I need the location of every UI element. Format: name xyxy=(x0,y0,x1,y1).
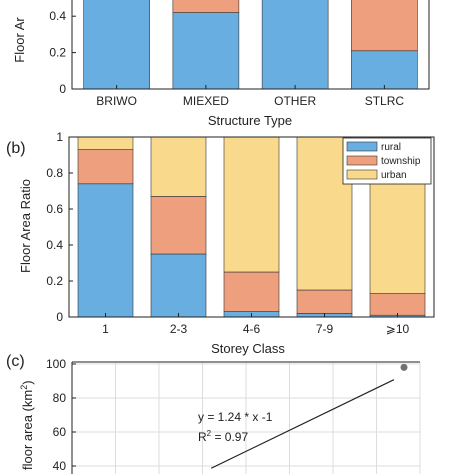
y-tick-label: 40 xyxy=(53,459,67,473)
legend-swatch-township xyxy=(346,155,378,166)
panel-b-y-axis-label: Floor Area Ratio xyxy=(18,179,33,273)
panel-c-y-ticks: 40 60 80 100 xyxy=(46,357,76,473)
panel-b-label: (b) xyxy=(6,140,26,157)
y-tick-label: 0.6 xyxy=(46,202,63,216)
bar-township-3 xyxy=(296,289,353,314)
panel-c-fit-line xyxy=(210,379,395,469)
panel-a-x-ticks: BRIWO MIEXED OTHER STLRC xyxy=(96,85,404,108)
x-tick-label: 1 xyxy=(102,322,109,336)
y-tick-label: 0.2 xyxy=(49,46,66,60)
bar-rural-1 xyxy=(150,253,207,318)
y-tick-label: 0.8 xyxy=(46,166,63,180)
bar-rural-0 xyxy=(77,183,134,318)
legend-label-rural: rural xyxy=(381,142,401,153)
panel-b: (b) 0 0.2 0.4 0.6 0.8 1 1 2-3 4-6 7-9 ⩾10 Storey … xyxy=(6,130,435,356)
y-tick-label: 100 xyxy=(46,357,66,371)
panel-c-equation: y = 1.24 * x -1 xyxy=(198,410,273,424)
panel-c-label: (c) xyxy=(6,353,25,370)
panel-a-y-axis-label: Floor Ar xyxy=(12,17,27,63)
y-tick-label: 0.4 xyxy=(49,9,66,23)
y-tick-label: 0 xyxy=(59,82,66,96)
panel-b-x-axis-label: Storey Class xyxy=(211,341,285,356)
legend-swatch-urban xyxy=(346,169,378,180)
panel-a-axes-box xyxy=(71,0,430,90)
panel-c-data-point xyxy=(400,363,408,371)
x-tick-label: 4-6 xyxy=(243,322,261,336)
y-tick-label: 60 xyxy=(53,425,67,439)
y-tick-label: 0.2 xyxy=(46,274,63,288)
bar-urban-1 xyxy=(150,136,207,197)
y-tick-label: 80 xyxy=(53,391,67,405)
panel-a-x-axis-label: Structure Type xyxy=(208,113,292,128)
panel-c-y-axis-label: floor area (km2) xyxy=(19,380,35,470)
panel-b-x-ticks: 1 2-3 4-6 7-9 ⩾10 xyxy=(102,313,410,336)
panel-a-y-ticks: 0 0.2 0.4 xyxy=(49,9,76,96)
panel-a: 0 0.2 0.4 BRIWO MIEXED OTHER STLRC Structure … xyxy=(12,0,430,128)
bar-township-4 xyxy=(369,293,426,316)
y-tick-label: 0.4 xyxy=(46,238,63,252)
bar-rural-3 xyxy=(351,50,418,90)
bar-township-0 xyxy=(77,149,134,185)
legend-swatch-rural xyxy=(346,141,378,152)
y-tick-label: 1 xyxy=(56,130,63,144)
panel-c-r-squared: R2 = 0.97 xyxy=(198,429,248,444)
panel-b-legend: rural township urban xyxy=(342,137,432,185)
bar-township-2 xyxy=(223,271,280,312)
x-tick-label: OTHER xyxy=(274,94,316,108)
x-tick-label: MIEXED xyxy=(183,94,229,108)
x-tick-label: ⩾10 xyxy=(386,322,410,336)
bar-township-1 xyxy=(150,196,207,255)
bar-township-1 xyxy=(172,0,240,13)
x-tick-label: 7-9 xyxy=(316,322,334,336)
x-tick-label: BRIWO xyxy=(96,94,137,108)
bar-township-3 xyxy=(351,0,418,52)
legend-label-township: township xyxy=(381,156,421,167)
bar-rural-1 xyxy=(172,12,240,90)
bar-rural-2 xyxy=(261,0,329,90)
bar-rural-0 xyxy=(83,0,150,90)
panel-b-y-ticks: 0 0.2 0.4 0.6 0.8 1 xyxy=(46,130,73,324)
legend-label-urban: urban xyxy=(381,170,407,181)
bar-urban-0 xyxy=(77,136,134,150)
x-tick-label: STLRC xyxy=(365,94,405,108)
x-tick-label: 2-3 xyxy=(170,322,188,336)
y-tick-label: 0 xyxy=(56,310,63,324)
panel-a-bars xyxy=(83,0,418,90)
bar-urban-2 xyxy=(223,136,280,273)
